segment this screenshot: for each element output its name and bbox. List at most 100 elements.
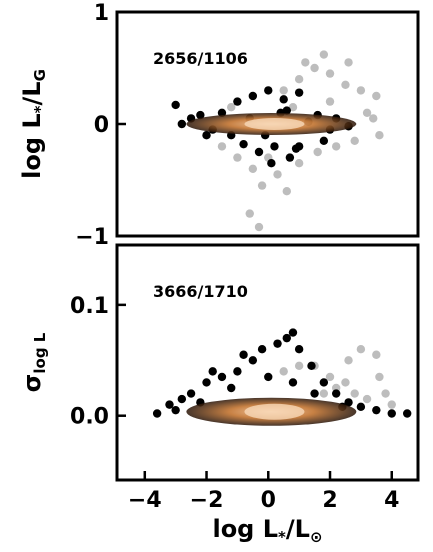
point xyxy=(362,108,372,118)
point xyxy=(325,69,335,78)
x-tick-label: 4 xyxy=(384,488,399,513)
y-tick-label: 0.1 xyxy=(70,294,109,319)
point xyxy=(217,142,227,151)
point xyxy=(165,400,174,409)
point xyxy=(257,181,267,190)
point xyxy=(294,361,304,371)
point xyxy=(319,389,329,398)
point xyxy=(288,328,298,337)
point xyxy=(264,86,273,95)
axis-label-part: log L xyxy=(212,515,278,543)
y-tick-label: 1 xyxy=(94,1,109,26)
point xyxy=(239,139,248,149)
axis-label-part: σ xyxy=(18,374,46,393)
point xyxy=(372,91,381,101)
point xyxy=(279,86,288,95)
point xyxy=(254,222,264,232)
density-core xyxy=(244,118,305,130)
point xyxy=(307,361,316,371)
top-panel: −1 0 1 2656/1106 log L*/LG xyxy=(18,1,420,250)
point xyxy=(369,114,378,123)
point xyxy=(294,88,304,97)
point xyxy=(177,394,187,404)
point xyxy=(356,402,366,412)
point xyxy=(288,103,298,112)
point xyxy=(171,100,180,110)
point xyxy=(294,344,304,354)
density-core xyxy=(244,403,305,420)
axis-label-part: * xyxy=(31,105,49,113)
point xyxy=(291,144,301,153)
point xyxy=(387,400,396,409)
point xyxy=(372,350,381,359)
point xyxy=(319,136,329,145)
point xyxy=(267,159,276,168)
point xyxy=(313,147,322,157)
point xyxy=(248,356,258,365)
axis-label-part: /L xyxy=(286,515,310,543)
point xyxy=(344,58,353,67)
axis-label: log L*/LG xyxy=(18,69,49,179)
point xyxy=(375,372,384,382)
point xyxy=(196,110,205,120)
x-tick-label: 0 xyxy=(261,488,276,513)
y-tick-label: 0.0 xyxy=(70,405,109,430)
point xyxy=(279,367,288,376)
point xyxy=(294,75,304,84)
point xyxy=(319,50,329,59)
point xyxy=(331,142,341,151)
point xyxy=(177,119,187,129)
point xyxy=(208,367,217,376)
axis-label-part: G xyxy=(31,69,49,81)
point xyxy=(294,159,304,168)
point xyxy=(319,378,329,387)
y-tick-label: 0 xyxy=(94,113,109,138)
point xyxy=(202,131,211,140)
point xyxy=(202,378,211,387)
axis-label-part: ⊙ xyxy=(310,528,323,546)
point xyxy=(282,106,291,115)
point xyxy=(282,333,291,343)
point xyxy=(239,350,248,359)
axis-label: σlog L xyxy=(18,332,49,392)
point xyxy=(375,131,384,140)
point xyxy=(372,405,381,415)
point xyxy=(381,389,390,398)
point xyxy=(186,389,196,398)
point xyxy=(356,344,366,354)
annotation: 2656/1106 xyxy=(153,49,248,68)
axis-label-part: log L xyxy=(18,113,46,179)
point xyxy=(310,389,319,398)
axis-label-part: log L xyxy=(31,332,49,373)
axis-label: log L*/L⊙ xyxy=(212,515,322,546)
point xyxy=(273,170,282,179)
point xyxy=(248,91,258,101)
x-tick-label: −4 xyxy=(128,488,162,513)
point xyxy=(217,372,227,382)
point xyxy=(248,164,258,173)
axis-label-part: * xyxy=(278,528,286,546)
point xyxy=(350,389,359,398)
point xyxy=(270,142,279,151)
point xyxy=(310,63,319,73)
point xyxy=(273,339,282,348)
point xyxy=(387,409,396,418)
point xyxy=(341,378,350,387)
point xyxy=(344,398,353,407)
point xyxy=(341,80,350,90)
point xyxy=(257,344,267,354)
point xyxy=(325,97,335,106)
point xyxy=(344,356,353,365)
point xyxy=(233,367,242,376)
point xyxy=(152,409,162,418)
points xyxy=(171,50,384,232)
point xyxy=(356,86,366,95)
x-tick-label: −2 xyxy=(190,488,224,513)
x-tick-label: 2 xyxy=(322,488,337,513)
point xyxy=(227,103,236,112)
annotation: 3666/1710 xyxy=(153,282,248,301)
point xyxy=(227,383,236,393)
point xyxy=(282,187,291,196)
